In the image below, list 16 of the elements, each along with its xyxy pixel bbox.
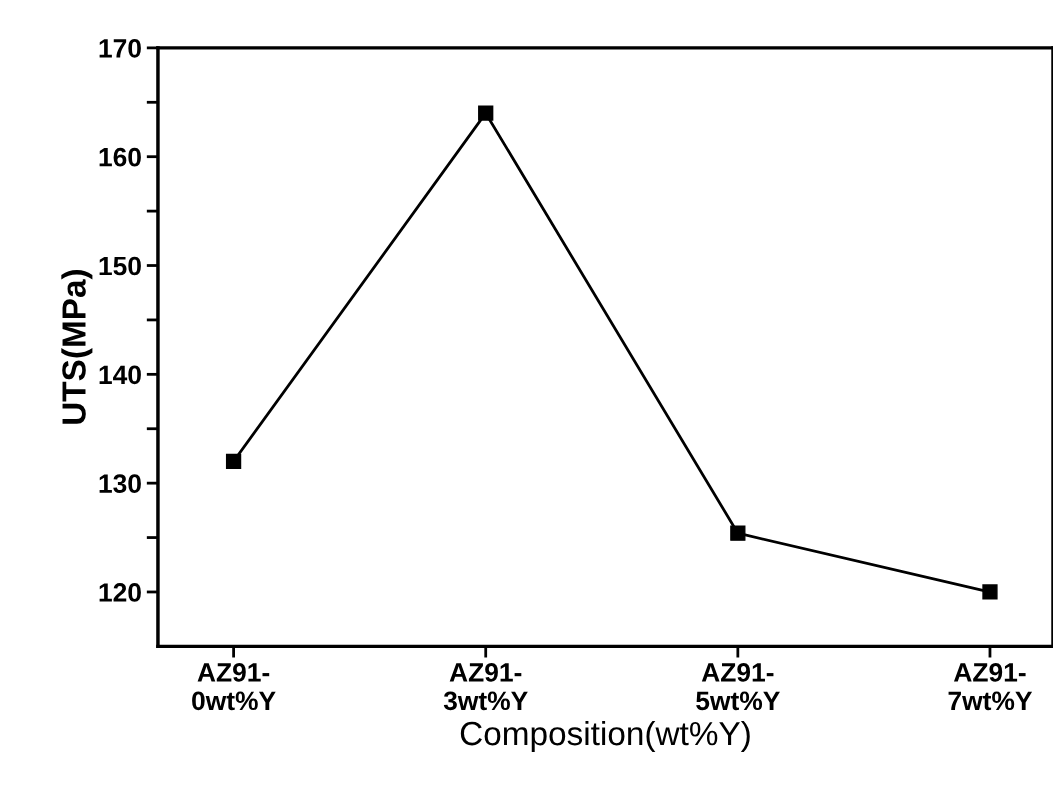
y-tick-label: 160: [99, 147, 141, 167]
x-tick-label: AZ91- 7wt%Y: [948, 663, 1033, 711]
y-tick-label: 150: [99, 256, 141, 276]
point: [730, 525, 746, 541]
point: [982, 584, 998, 600]
x-tick-label: AZ91- 3wt%Y: [443, 663, 528, 711]
y-tick-label: 120: [99, 583, 141, 602]
x-axis-title: Composition(wt%Y): [460, 720, 750, 752]
y-tick-label: 130: [99, 474, 141, 494]
point: [225, 453, 242, 470]
y-tick-label: 170: [99, 39, 141, 58]
y-axis-title: UTS(MPa): [61, 270, 93, 424]
point: [478, 105, 494, 121]
y-tick-label: 140: [99, 365, 141, 385]
x-tick-label: AZ91- 5wt%Y: [696, 663, 780, 711]
x-tick-label: AZ91- 0wt%Y: [192, 663, 276, 711]
